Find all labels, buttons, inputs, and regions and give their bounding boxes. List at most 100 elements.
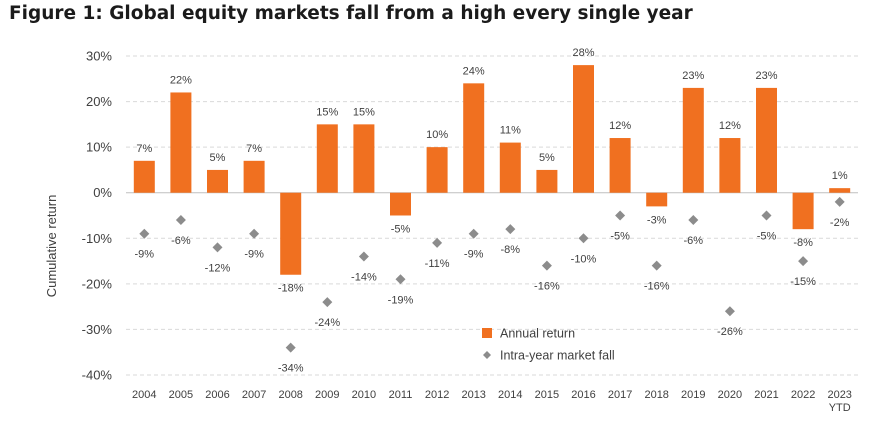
x-tick-label: 2021 <box>754 389 778 401</box>
intra-year-fall-marker <box>175 215 186 226</box>
x-tick-label: 2015 <box>535 389 559 401</box>
intra-year-fall-label: -2% <box>830 217 850 229</box>
intra-year-fall-label: -24% <box>314 317 340 329</box>
legend: Annual return Intra-year market fall <box>482 327 615 363</box>
intra-year-fall-marker <box>285 342 296 353</box>
annual-return-bar <box>353 124 375 193</box>
y-tick-label: 20% <box>86 94 112 109</box>
x-tick-label: 2009 <box>315 389 339 401</box>
intra-year-fall-marker <box>395 274 406 285</box>
y-tick-label: -20% <box>82 276 113 291</box>
intra-year-fall-label: -10% <box>571 253 597 265</box>
annual-return-bar <box>829 188 851 193</box>
annual-return-label: 5% <box>539 152 555 164</box>
annual-return-label: 7% <box>136 143 152 155</box>
x-axis: 2004 2005 2006 2007 2008 2009 2010 2011 2012 2013… <box>132 389 852 414</box>
annual-return-bar <box>682 87 704 193</box>
annual-return-bar <box>573 65 594 193</box>
annual-return-bar <box>536 169 558 193</box>
annual-return-bar <box>463 83 485 193</box>
intra-year-fall-label: -5% <box>757 231 777 243</box>
annual-return-label: -5% <box>391 224 411 236</box>
intra-year-fall-marker <box>761 210 772 221</box>
annual-return-bar <box>243 160 265 193</box>
intra-year-fall-label: -34% <box>278 363 304 375</box>
intra-year-fall-label: -6% <box>171 235 191 247</box>
x-tick-label: 2012 <box>425 389 449 401</box>
annual-return-bar <box>792 192 814 230</box>
legend-swatch-annual-return <box>482 328 492 338</box>
gridlines <box>126 55 858 376</box>
y-tick-label: 30% <box>86 49 112 64</box>
y-axis: 30% 20% 10% 0% -10% -20% -30% -40% <box>82 49 113 383</box>
annual-return-label: 15% <box>316 106 338 118</box>
annual-return-bar <box>609 138 631 193</box>
annual-return-bar <box>499 142 521 193</box>
annual-return-bar <box>646 192 668 207</box>
annual-return-bar <box>719 138 741 193</box>
x-tick-label: 2014 <box>498 389 522 401</box>
legend-label-intra-year-fall: Intra-year market fall <box>500 349 615 363</box>
x-tick-label: 2018 <box>644 389 668 401</box>
legend-label-annual-return: Annual return <box>500 327 575 341</box>
intra-year-fall-marker <box>358 251 369 262</box>
x-tick-label: 2016 <box>571 389 595 401</box>
annual-return-bars: 7% 22% 5% 7% -18% 15% 15% -5% 10% 24% 11% 5% 28% 12% -… <box>133 47 851 295</box>
figure-title: Figure 1: Global equity markets fall fro… <box>9 3 693 24</box>
y-axis-label: Cumulative return <box>44 195 59 298</box>
intra-year-fall-label: -6% <box>684 235 704 247</box>
y-tick-label: 0% <box>93 185 112 200</box>
annual-return-label: 22% <box>170 74 192 86</box>
intra-year-fall-label: -14% <box>351 272 377 284</box>
annual-return-label: 12% <box>609 120 631 132</box>
intra-year-fall-label: -15% <box>790 276 816 288</box>
annual-return-label: -8% <box>793 237 813 249</box>
intra-year-fall-label: -16% <box>534 281 560 293</box>
x-tick-label: 2023 YTD <box>827 389 851 414</box>
annual-return-label: 28% <box>572 47 594 59</box>
annual-return-label: 5% <box>210 152 226 164</box>
annual-return-label: 10% <box>426 129 448 141</box>
intra-year-fall-marker <box>249 228 260 239</box>
intra-year-fall-label: -12% <box>205 262 231 274</box>
intra-year-fall-marker <box>651 260 662 271</box>
intra-year-fall-label: -19% <box>388 294 414 306</box>
intra-year-fall-label: -26% <box>717 326 743 338</box>
annual-return-label: 24% <box>463 65 485 77</box>
x-tick-label: 2020 <box>718 389 742 401</box>
intra-year-fall-marker <box>688 215 699 226</box>
x-tick-label: 2007 <box>242 389 266 401</box>
annual-return-label: 1% <box>832 170 848 182</box>
annual-return-bar <box>390 192 411 216</box>
x-tick-label: 2010 <box>352 389 376 401</box>
x-tick-label: 2011 <box>389 389 413 401</box>
annual-return-label: -18% <box>278 283 304 295</box>
intra-year-fall-marker <box>139 228 150 239</box>
x-tick-label: 2022 <box>791 389 815 401</box>
intra-year-fall-marker <box>212 242 223 253</box>
intra-year-fall-marker <box>432 237 443 248</box>
annual-return-bar <box>426 147 448 193</box>
x-tick-label: 2005 <box>169 389 193 401</box>
intra-year-fall-marker <box>468 228 479 239</box>
intra-year-fall-label: -5% <box>610 231 630 243</box>
annual-return-label: 7% <box>246 143 262 155</box>
intra-year-fall-marker <box>505 224 516 235</box>
annual-return-label: 11% <box>500 125 521 137</box>
annual-return-bar <box>280 192 302 275</box>
x-tick-label: 2004 <box>132 389 156 401</box>
y-tick-label: -10% <box>82 231 113 246</box>
annual-return-bar <box>207 169 228 193</box>
intra-year-fall-marker <box>724 306 735 317</box>
y-tick-label: -40% <box>82 368 113 383</box>
annual-return-bar <box>170 92 192 193</box>
y-tick-label: -30% <box>82 322 113 337</box>
x-tick-label: 2006 <box>205 389 229 401</box>
x-tick-label: 2013 <box>461 389 485 401</box>
intra-year-fall-label: -11% <box>425 258 450 270</box>
intra-year-fall-marker <box>578 233 589 244</box>
intra-year-fall-marker <box>615 210 626 221</box>
intra-year-fall-marker <box>322 297 333 308</box>
intra-year-fall-marker <box>834 196 845 207</box>
